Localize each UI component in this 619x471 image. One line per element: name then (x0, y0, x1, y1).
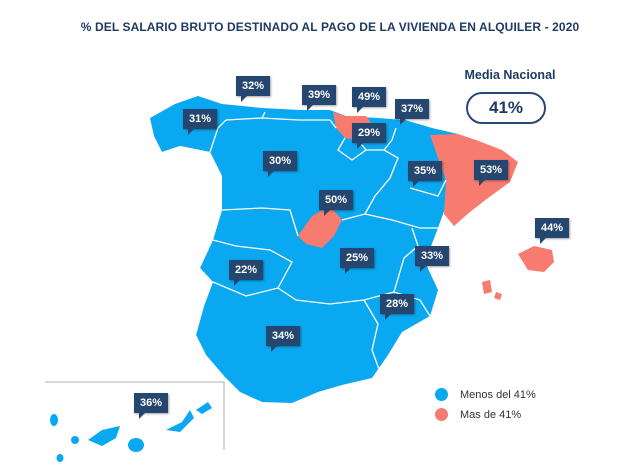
map-title: % DEL SALARIO BRUTO DESTINADO AL PAGO DE… (80, 20, 580, 34)
callout-murcia: 28% (380, 294, 415, 320)
madrid-region (298, 206, 342, 248)
callout-cataluna: 53% (474, 160, 509, 186)
callout-galicia: 31% (183, 109, 218, 135)
cataluna-region (430, 134, 518, 226)
legend-swatch-above (435, 408, 448, 421)
national-average-label: Media Nacional (464, 68, 556, 82)
legend-item-below: Menos del 41% (435, 388, 536, 401)
legend-item-above: Mas de 41% (435, 408, 521, 421)
legend-label-above: Mas de 41% (460, 408, 522, 421)
legend-label-below: Menos del 41% (460, 388, 536, 401)
callout-aragon: 35% (408, 161, 443, 187)
callout-cantabria: 39% (302, 85, 337, 111)
callout-andalucia: 34% (266, 326, 301, 352)
callout-asturias: 32% (236, 76, 271, 102)
callout-navarra: 37% (395, 99, 430, 125)
canarias-islands (50, 402, 212, 462)
callout-c-valenciana: 33% (415, 246, 450, 272)
callout-la-rioja: 29% (352, 123, 387, 149)
national-average-value: 41% (466, 92, 546, 124)
mainland-spain (150, 96, 462, 403)
callout-madrid: 50% (319, 190, 354, 216)
callout-canarias: 36% (134, 393, 169, 419)
baleares-islands (482, 246, 554, 300)
callout-baleares: 44% (535, 218, 570, 244)
canarias-inset-frame (45, 381, 225, 450)
callout-pais-vasco: 49% (352, 87, 387, 113)
legend-swatch-below (435, 388, 448, 401)
portugal (150, 146, 224, 376)
callout-castilla-y-leon: 30% (263, 151, 298, 177)
callout-extremadura: 22% (229, 260, 264, 286)
region-borders (209, 111, 447, 373)
callout-castilla-la-mancha: 25% (340, 248, 375, 274)
